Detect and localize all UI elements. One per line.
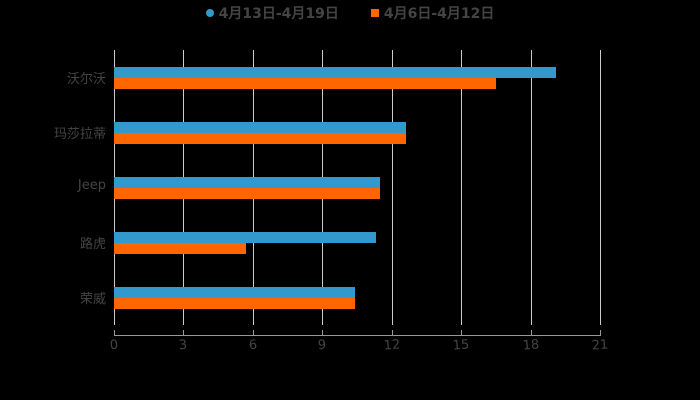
legend-item-series-2[interactable]: 4月6日-4月12日 — [370, 4, 495, 22]
x-tick — [252, 330, 254, 336]
x-tick — [183, 330, 185, 336]
x-tick-label: 15 — [452, 337, 470, 354]
category-label: 荣威 — [79, 292, 106, 307]
x-tick-label: 6 — [248, 337, 258, 354]
gridline — [530, 50, 532, 325]
x-tick-label: 12 — [382, 337, 401, 354]
bar-series-1[interactable] — [114, 287, 355, 298]
x-tick-label: 21 — [591, 337, 609, 354]
legend-label: 4月13日-4月19日 — [218, 6, 339, 22]
plot-area — [114, 50, 601, 325]
chart-legend: 4月13日-4月19日 4月6日-4月12日 — [0, 4, 700, 22]
bar-series-2[interactable] — [114, 298, 355, 309]
x-tick — [461, 330, 463, 336]
bar-series-1[interactable] — [114, 67, 557, 78]
category-label: Jeep — [77, 178, 106, 193]
gridline — [391, 50, 393, 325]
x-tick-label: 18 — [521, 337, 540, 354]
gridline — [461, 50, 463, 325]
x-tick — [391, 330, 393, 336]
circle-marker-icon — [205, 9, 214, 17]
bar-series-1[interactable] — [114, 177, 381, 188]
bar-series-2[interactable] — [114, 188, 381, 199]
bar-series-2[interactable] — [114, 243, 246, 254]
legend-label: 4月6日-4月12日 — [383, 6, 495, 22]
x-tick-label: 0 — [109, 337, 119, 354]
category-label: 路虎 — [79, 237, 106, 252]
x-tick — [600, 330, 601, 336]
x-tick — [114, 330, 115, 336]
x-tick — [530, 330, 532, 336]
bar-series-2[interactable] — [114, 133, 406, 144]
square-marker-icon — [370, 9, 379, 17]
bar-series-1[interactable] — [114, 232, 376, 243]
bar-series-2[interactable] — [114, 78, 496, 89]
x-tick-label: 9 — [317, 337, 327, 354]
x-tick — [322, 330, 324, 336]
bar-series-1[interactable] — [114, 122, 406, 133]
category-label: 玛莎拉蒂 — [53, 127, 106, 142]
x-tick-label: 3 — [178, 337, 189, 354]
x-axis-line — [114, 335, 600, 336]
category-label: 沃尔沃 — [66, 72, 106, 87]
legend-item-series-1[interactable]: 4月13日-4月19日 — [205, 4, 339, 22]
gridline — [600, 50, 601, 325]
